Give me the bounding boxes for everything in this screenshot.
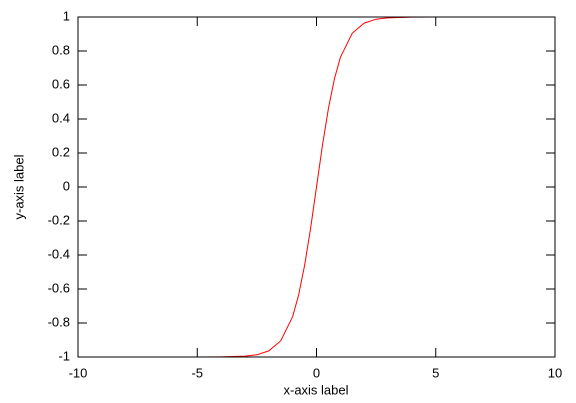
- y-tick-label: 0.2: [52, 144, 70, 159]
- y-tick-label: -0.4: [48, 246, 70, 261]
- y-axis-label: y-axis label: [11, 154, 26, 219]
- y-tick-label: -0.2: [48, 212, 70, 227]
- x-axis-label: x-axis label: [283, 382, 348, 397]
- y-tick-label: 0.4: [52, 110, 70, 125]
- y-tick-label: -0.6: [48, 280, 70, 295]
- data-line: [78, 16, 555, 358]
- y-tick-label: 0.8: [52, 42, 70, 57]
- x-tick-label: 0: [313, 365, 320, 380]
- y-tick-label: 0.6: [52, 76, 70, 91]
- x-tick-label: -5: [191, 365, 203, 380]
- x-tick-label: 10: [548, 365, 562, 380]
- y-tick-label: -0.8: [48, 314, 70, 329]
- y-tick-label: 1: [63, 8, 70, 23]
- x-tick-label: 5: [432, 365, 439, 380]
- x-tick-label: -10: [69, 365, 88, 380]
- y-tick-label: -1: [58, 348, 70, 363]
- plot-frame: [77, 16, 556, 358]
- y-tick-label: 0: [63, 178, 70, 193]
